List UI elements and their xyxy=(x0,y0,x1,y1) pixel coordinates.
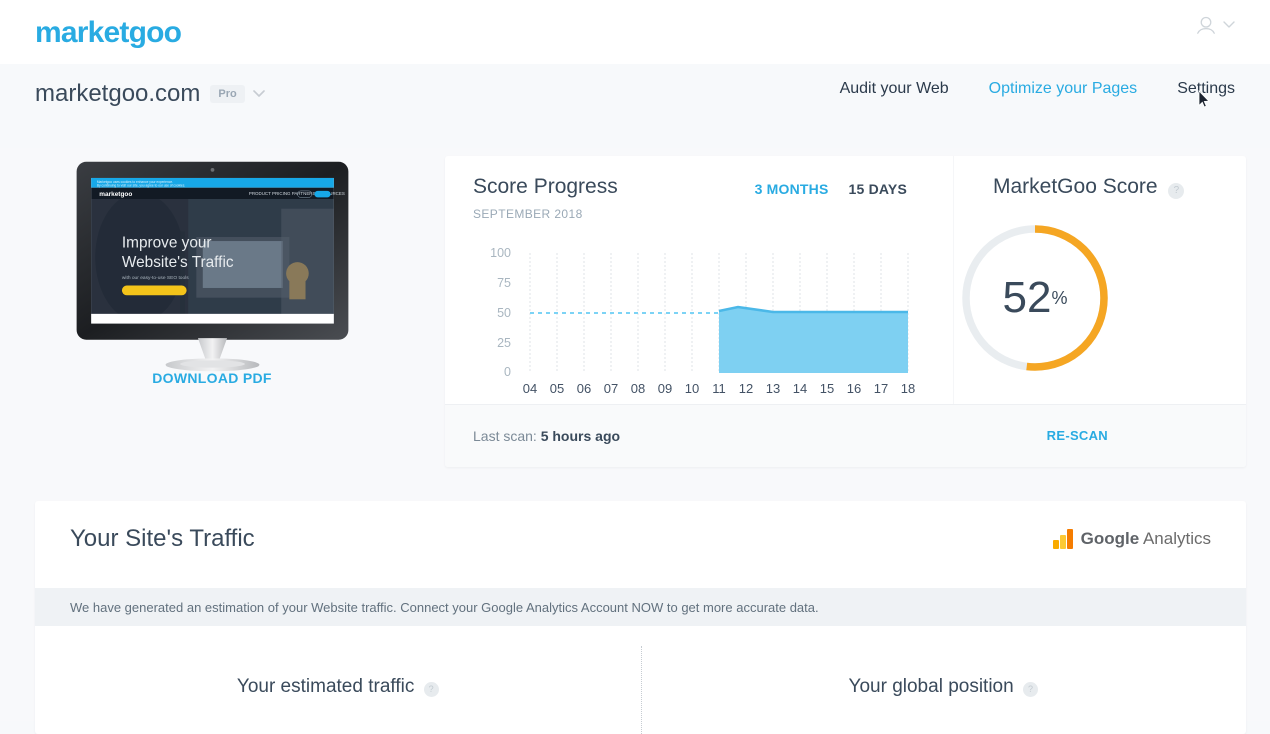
svg-text:05: 05 xyxy=(550,381,564,396)
svg-text:10: 10 xyxy=(685,381,699,396)
svg-text:12: 12 xyxy=(739,381,753,396)
svg-text:By continuing to visit our sit: By continuing to visit our site, you agr… xyxy=(96,183,184,187)
svg-text:with our easy-to-use SEO tools: with our easy-to-use SEO tools xyxy=(121,275,188,281)
svg-text:50: 50 xyxy=(497,306,511,320)
svg-text:0: 0 xyxy=(504,365,511,379)
svg-text:16: 16 xyxy=(847,381,861,396)
svg-text:14: 14 xyxy=(793,381,807,396)
svg-text:17: 17 xyxy=(874,381,888,396)
svg-text:Improve your: Improve your xyxy=(121,235,211,252)
svg-text:25: 25 xyxy=(497,336,511,350)
svg-text:15: 15 xyxy=(820,381,834,396)
svg-text:Website's Traffic: Website's Traffic xyxy=(121,254,233,271)
svg-text:09: 09 xyxy=(658,381,672,396)
svg-text:06: 06 xyxy=(577,381,591,396)
svg-text:100: 100 xyxy=(490,246,511,260)
svg-text:07: 07 xyxy=(604,381,618,396)
svg-text:08: 08 xyxy=(631,381,645,396)
svg-text:11: 11 xyxy=(712,381,726,396)
svg-text:04: 04 xyxy=(523,381,537,396)
svg-text:13: 13 xyxy=(766,381,780,396)
svg-text:marketgoo: marketgoo xyxy=(99,191,132,198)
svg-text:75: 75 xyxy=(497,276,511,290)
svg-text:18: 18 xyxy=(901,381,915,396)
